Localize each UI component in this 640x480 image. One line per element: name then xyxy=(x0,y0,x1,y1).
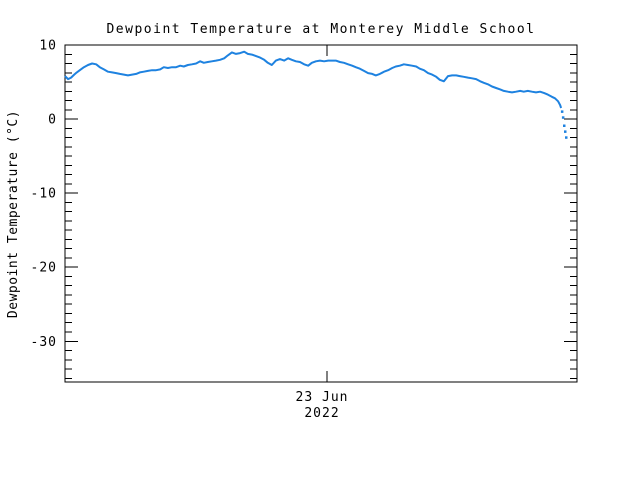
dewpoint-line xyxy=(64,50,563,109)
dewpoint-point xyxy=(560,110,564,113)
axes xyxy=(64,44,578,383)
dewpoint-point xyxy=(564,130,567,133)
dewpoint-series xyxy=(64,50,568,139)
y-tick-label: -10 xyxy=(31,187,57,202)
x-tick-year-label: 2022 xyxy=(304,406,339,421)
dewpoint-point xyxy=(561,116,565,119)
plot-frame xyxy=(64,44,578,383)
y-tick-labels: 10 0 -10 -20 -30 xyxy=(31,39,57,350)
x-tick-date-label: 23 Jun xyxy=(296,390,349,405)
y-tick-label: -20 xyxy=(31,261,57,276)
dewpoint-point xyxy=(563,124,566,127)
dewpoint-point xyxy=(565,136,568,139)
y-axis-title: Dewpoint Temperature (°C) xyxy=(6,110,21,318)
y-tick-label: -30 xyxy=(31,335,57,350)
y-tick-label: 10 xyxy=(39,39,57,54)
chart-title: Dewpoint Temperature at Monterey Middle … xyxy=(106,22,535,37)
y-tick-label: 0 xyxy=(48,113,57,128)
